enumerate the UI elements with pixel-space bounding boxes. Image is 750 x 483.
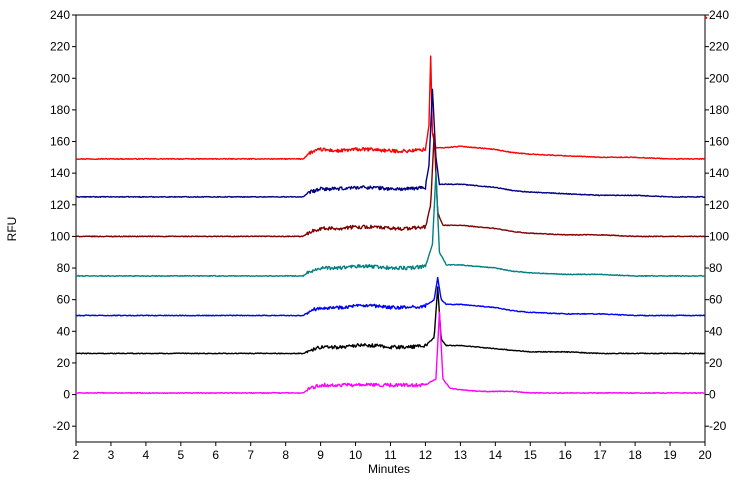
x-tick-label: 18 xyxy=(628,448,642,462)
y-right-tick-label: 80 xyxy=(709,261,723,275)
x-tick-label: 5 xyxy=(177,448,184,462)
y-axis-right-ticks: -20 0 20 40 60 80 100 120 140 160 180 200 220 240 xyxy=(705,8,729,433)
x-tick-label: 4 xyxy=(143,448,150,462)
x-tick-label: 10 xyxy=(349,448,363,462)
x-tick-label: 8 xyxy=(282,448,289,462)
y-right-tick-label: 120 xyxy=(709,198,729,212)
x-tick-label: 11 xyxy=(384,448,397,462)
series-layer xyxy=(75,55,706,395)
x-tick-label: 17 xyxy=(593,448,607,462)
series-line-1 xyxy=(75,55,706,161)
y-left-tick-label: 120 xyxy=(50,198,70,212)
y-left-tick-label: 20 xyxy=(57,356,71,370)
series-line-7 xyxy=(75,311,706,395)
y-right-tick-label: 180 xyxy=(709,103,729,117)
y-left-tick-label: -20 xyxy=(53,419,71,433)
x-tick-label: 20 xyxy=(698,448,712,462)
x-tick-label: 2 xyxy=(73,448,80,462)
x-tick-label: 12 xyxy=(419,448,433,462)
y-right-tick-label: -20 xyxy=(709,419,727,433)
y-left-tick-label: 80 xyxy=(57,261,71,275)
y-left-tick-label: 220 xyxy=(50,40,70,54)
y-right-tick-label: 220 xyxy=(709,40,729,54)
series-line-2 xyxy=(75,88,706,198)
y-right-tick-label: 20 xyxy=(709,356,723,370)
y-right-tick-label: 60 xyxy=(709,293,723,307)
x-tick-label: 13 xyxy=(454,448,468,462)
series-line-5 xyxy=(75,276,706,317)
x-tick-label: 15 xyxy=(524,448,538,462)
y-left-tick-label: 0 xyxy=(63,388,70,402)
y-left-tick-label: 60 xyxy=(57,293,71,307)
series-line-3 xyxy=(75,132,706,238)
y-left-tick-label: 160 xyxy=(50,135,70,149)
y-left-tick-label: 200 xyxy=(50,71,70,85)
x-axis-ticks: 2 3 4 5 6 7 8 9 10 11 12 13 14 15 16 17 18 19 20 xyxy=(73,442,712,462)
x-tick-label: 7 xyxy=(247,448,254,462)
x-tick-label: 3 xyxy=(108,448,115,462)
x-tick-label: 16 xyxy=(559,448,573,462)
y-right-tick-label: 100 xyxy=(709,229,729,243)
y-right-tick-label: 160 xyxy=(709,135,729,149)
y-left-tick-label: 100 xyxy=(50,229,70,243)
series-line-6 xyxy=(75,286,706,355)
y-right-tick-label: 140 xyxy=(709,166,729,180)
x-tick-label: 14 xyxy=(489,448,503,462)
y-right-tick-label: 240 xyxy=(709,8,729,22)
x-axis-label: Minutes xyxy=(368,462,410,476)
y-left-tick-label: 140 xyxy=(50,166,70,180)
right-edge-marker: • xyxy=(704,13,707,23)
y-left-tick-label: 40 xyxy=(57,324,71,338)
y-left-tick-label: 240 xyxy=(50,8,70,22)
y-right-tick-label: 40 xyxy=(709,324,723,338)
y-axis-label: RFU xyxy=(5,217,19,242)
y-axis-left-ticks: -20 0 20 40 60 80 100 120 140 160 180 200 220 240 xyxy=(50,8,76,433)
x-tick-label: 19 xyxy=(663,448,677,462)
series-line-4 xyxy=(75,172,706,278)
x-tick-label: 6 xyxy=(212,448,219,462)
y-left-tick-label: 180 xyxy=(50,103,70,117)
x-tick-label: 9 xyxy=(317,448,324,462)
y-right-tick-label: 200 xyxy=(709,71,729,85)
y-right-tick-label: 0 xyxy=(709,388,716,402)
